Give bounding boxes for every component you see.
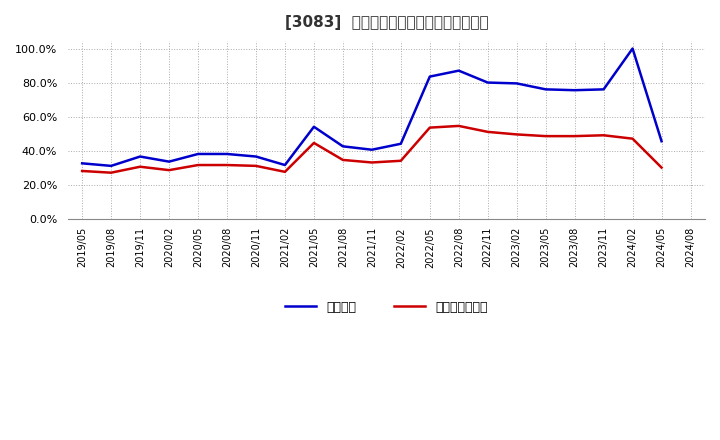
固定長期適合率 — [657, 165, 666, 170]
固定長期適合率 — [513, 132, 521, 137]
固定長期適合率 — [281, 169, 289, 175]
固定長期適合率 — [570, 133, 579, 139]
固定比率 — [454, 68, 463, 73]
固定長期適合率 — [78, 169, 86, 174]
Line: 固定比率: 固定比率 — [82, 48, 662, 166]
固定比率 — [513, 81, 521, 86]
固定長期適合率 — [165, 168, 174, 173]
Line: 固定長期適合率: 固定長期適合率 — [82, 126, 662, 172]
固定比率 — [367, 147, 376, 152]
固定比率 — [541, 87, 550, 92]
固定長期適合率 — [599, 132, 608, 138]
Title: [3083]  固定比率、固定長期適合率の推移: [3083] 固定比率、固定長期適合率の推移 — [284, 15, 488, 30]
固定長期適合率 — [426, 125, 434, 130]
固定比率 — [483, 80, 492, 85]
固定長期適合率 — [541, 133, 550, 139]
固定比率 — [657, 139, 666, 144]
固定長期適合率 — [454, 123, 463, 128]
固定長期適合率 — [194, 162, 202, 168]
固定長期適合率 — [397, 158, 405, 163]
固定長期適合率 — [252, 163, 261, 169]
固定比率 — [165, 159, 174, 164]
固定比率 — [397, 141, 405, 147]
固定長期適合率 — [310, 140, 318, 146]
固定長期適合率 — [136, 164, 145, 169]
固定比率 — [252, 154, 261, 159]
固定比率 — [599, 87, 608, 92]
固定比率 — [338, 144, 347, 149]
固定比率 — [194, 151, 202, 157]
固定比率 — [426, 74, 434, 79]
固定長期適合率 — [338, 157, 347, 162]
固定比率 — [107, 163, 115, 169]
固定長期適合率 — [367, 160, 376, 165]
固定長期適合率 — [629, 136, 637, 141]
固定長期適合率 — [483, 129, 492, 135]
固定比率 — [222, 151, 231, 157]
固定比率 — [629, 46, 637, 51]
固定長期適合率 — [107, 170, 115, 175]
Legend: 固定比率, 固定長期適合率: 固定比率, 固定長期適合率 — [285, 301, 487, 314]
固定比率 — [136, 154, 145, 159]
固定長期適合率 — [222, 162, 231, 168]
固定比率 — [310, 124, 318, 129]
固定比率 — [281, 162, 289, 168]
固定比率 — [570, 88, 579, 93]
固定比率 — [78, 161, 86, 166]
